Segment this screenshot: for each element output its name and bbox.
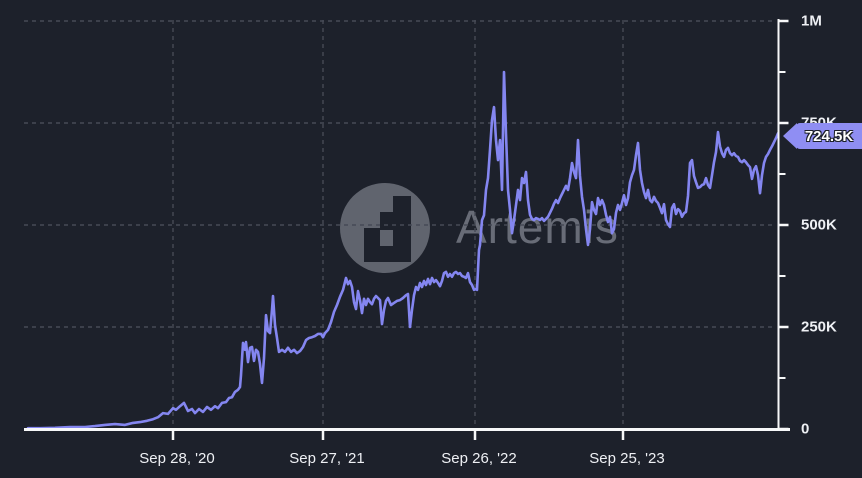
- y-tick-label: 500K: [801, 216, 837, 234]
- current-value-badge: 724.5K: [783, 123, 862, 149]
- x-tick-label: Sep 28, '20: [139, 450, 215, 467]
- badge-arrow-left-icon: [783, 123, 797, 149]
- gridlines: [24, 20, 776, 429]
- artemis-logo-icon: [340, 183, 430, 273]
- y-tick-label: 250K: [801, 318, 837, 336]
- y-tick-label: 1M: [801, 12, 822, 30]
- x-tick-label: Sep 27, '21: [289, 450, 365, 467]
- price-line: [26, 70, 780, 430]
- current-value-label: 724.5K: [804, 127, 854, 145]
- y-tick-label: 0: [801, 420, 810, 438]
- x-tick-label: Sep 25, '23: [589, 450, 665, 467]
- x-tick-label: Sep 26, '22: [441, 450, 517, 467]
- artemis-pixel-a-glyph: [364, 196, 411, 262]
- axes: [24, 19, 790, 440]
